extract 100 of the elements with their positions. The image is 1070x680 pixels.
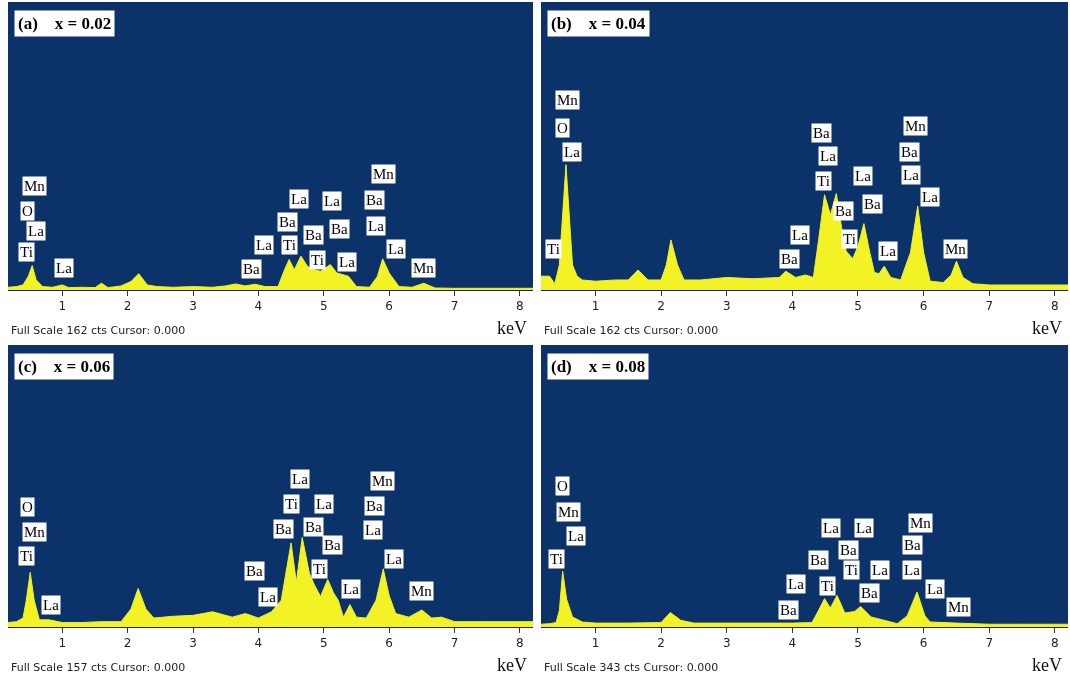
x-tick-label: 3 [722, 299, 731, 314]
x-tick-label: 8 [1051, 636, 1059, 651]
text: Ba [813, 125, 830, 141]
text: Ba [305, 519, 322, 535]
annotation: La [343, 581, 360, 597]
chart-title: (c) x = 0.06 [18, 357, 111, 376]
annotation: La [903, 167, 920, 183]
annotation: Ti [20, 244, 33, 260]
text: Ti [285, 496, 298, 512]
x-tick-label: 8 [516, 636, 524, 651]
text: La [256, 237, 273, 253]
annotation: La [43, 597, 60, 613]
annotation: Ba [835, 203, 852, 219]
text: Ba [840, 542, 857, 558]
annotation: La [788, 576, 805, 592]
x-tick-label: 4 [254, 299, 263, 314]
text: O [557, 120, 568, 136]
x-tick-label: 4 [788, 299, 797, 314]
x-tick-label: 6 [919, 636, 928, 651]
x-tick-label: 3 [722, 636, 731, 651]
text: La [368, 218, 385, 234]
annotation: La [365, 522, 382, 538]
x-tick-label: 7 [450, 299, 459, 314]
x-axis-title: keV [1032, 318, 1062, 338]
x-tick-label: 6 [919, 299, 928, 314]
annotation: Ti [547, 241, 560, 257]
x-axis-title: keV [497, 318, 527, 338]
annotation: La [339, 254, 356, 270]
text: Mn [557, 92, 579, 108]
x-tick-label: 5 [319, 299, 328, 314]
text: Ba [366, 498, 383, 514]
x-tick-label: 1 [58, 636, 67, 651]
text: Ba [366, 192, 383, 208]
annotation: Ti [20, 548, 33, 564]
text: Ba [810, 552, 827, 568]
x-tick-label: 5 [319, 636, 328, 651]
x-tick-label: 4 [254, 636, 263, 651]
text: Ba [901, 144, 918, 160]
text: Ti [550, 551, 563, 567]
text: Ba [275, 521, 292, 537]
annotation: Ba [780, 602, 797, 618]
text: Ba [331, 221, 348, 237]
x-axis-title: keV [1032, 655, 1062, 675]
annotation: Ba [243, 261, 260, 277]
annotation: La [855, 168, 872, 184]
text: La [568, 528, 585, 544]
x-tick-label: 1 [58, 299, 67, 314]
x-tick-label: 4 [788, 636, 797, 651]
x-tick-label: 2 [123, 636, 132, 651]
annotation: Ba [246, 563, 263, 579]
text: Mn [24, 178, 46, 194]
x-tick-label: 8 [516, 299, 524, 314]
chart-title: (a) x = 0.02 [18, 14, 112, 33]
annotation: Ti [843, 231, 856, 247]
annotation: Mn [945, 241, 967, 257]
text: Mn [905, 118, 927, 134]
text: Mn [558, 504, 580, 520]
annotation: La [56, 260, 73, 276]
chart-title: (b) x = 0.04 [551, 14, 646, 33]
text: La [28, 223, 45, 239]
annotation: La [880, 243, 897, 259]
text: O [22, 203, 33, 219]
text: La [823, 520, 840, 536]
x-tick-label: 2 [657, 636, 665, 651]
annotation: Ti [821, 578, 834, 594]
x-tick-label: 5 [854, 299, 862, 314]
annotation: La [792, 227, 809, 243]
annotation: Ba [864, 196, 881, 212]
x-tick-label: 7 [985, 299, 994, 314]
text: La [291, 191, 308, 207]
text: La [564, 144, 581, 160]
x-tick-label: 6 [385, 636, 393, 651]
annotation: La [904, 562, 921, 578]
annotation: Ba [861, 585, 878, 601]
annotation: La [922, 189, 939, 205]
annotation: Ti [817, 173, 830, 189]
text: Ba [279, 214, 296, 230]
annotation: La [927, 581, 944, 597]
text: Ba [904, 537, 921, 553]
x-tick-label: 2 [123, 299, 132, 314]
x-tick-label: 6 [385, 299, 393, 314]
annotation: Mn [411, 583, 433, 599]
annotation: Mn [413, 260, 435, 276]
x-tick-label: 2 [657, 299, 665, 314]
chart-title: (d) x = 0.08 [551, 357, 646, 376]
x-tick-label: 3 [189, 636, 197, 651]
text: La [820, 148, 837, 164]
x-tick-label: 5 [854, 636, 862, 651]
x-axis-title: keV [497, 655, 527, 675]
annotation: La [872, 562, 889, 578]
x-tick-label: 7 [985, 636, 994, 651]
annotation: Ti [311, 252, 324, 268]
annotation: La [386, 551, 403, 567]
text: Full Scale 157 cts Cursor: 0.000 [11, 661, 186, 674]
text: Mn [910, 515, 932, 531]
text: Mn [373, 166, 395, 182]
x-tick-label: 8 [1051, 299, 1059, 314]
annotation: Ti [845, 562, 858, 578]
annotation: La [388, 241, 405, 257]
x-tick-label: 1 [591, 636, 600, 651]
